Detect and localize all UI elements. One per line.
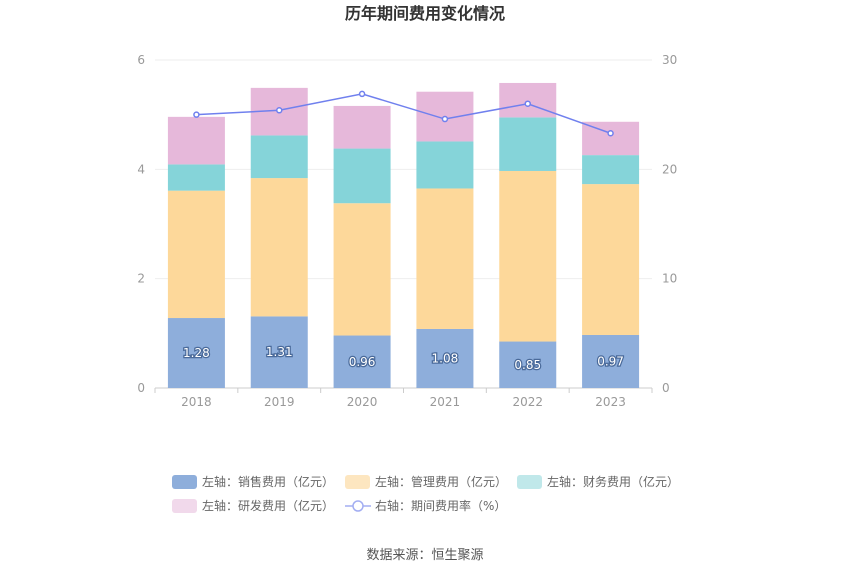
rate-point[interactable] bbox=[358, 90, 366, 98]
bar-segment-4[interactable] bbox=[582, 121, 640, 156]
rate-polyline bbox=[196, 93, 611, 134]
bar-segment-3[interactable] bbox=[250, 135, 308, 179]
axes: 0 2 4 6 0 10 20 30 2018 2019 2020 2021 2022 2023 bbox=[137, 53, 677, 409]
bar-segment-3[interactable] bbox=[499, 117, 557, 171]
right-tick-label: 20 bbox=[662, 162, 677, 176]
rate-line bbox=[193, 90, 614, 137]
bar-value-label: 1.08 bbox=[432, 351, 459, 365]
legend-item[interactable]: 左轴：管理费用（亿元） bbox=[345, 474, 507, 489]
bar-segment-4[interactable] bbox=[167, 116, 225, 165]
x-tick-label: 2018 bbox=[181, 395, 212, 409]
bar-value-label: 0.97 bbox=[597, 354, 624, 368]
bar-segment-3[interactable] bbox=[582, 155, 640, 185]
legend-circle-icon bbox=[352, 500, 364, 512]
bar-segment-2[interactable] bbox=[250, 178, 308, 317]
x-tick-label: 2022 bbox=[512, 395, 543, 409]
x-tick-label: 2023 bbox=[595, 395, 626, 409]
rate-point[interactable] bbox=[524, 100, 531, 107]
bar-segment-1[interactable] bbox=[582, 334, 640, 388]
bar-value-label: 1.31 bbox=[266, 345, 293, 359]
legend-swatch bbox=[517, 475, 542, 489]
bar-segment-3[interactable] bbox=[167, 164, 225, 191]
bar-segment-1[interactable] bbox=[499, 341, 557, 388]
bar-segment-2[interactable] bbox=[167, 190, 225, 319]
rate-point[interactable] bbox=[193, 111, 200, 118]
bar-segment-2[interactable] bbox=[499, 170, 557, 342]
legend-swatch bbox=[345, 475, 370, 489]
chart-title: 历年期间费用变化情况 bbox=[345, 4, 505, 23]
bar-segment-4[interactable] bbox=[333, 105, 391, 149]
left-tick-label: 6 bbox=[137, 53, 145, 67]
bars: 1.28 1.31 0.96 1.08 0.85 0.97 bbox=[167, 82, 640, 388]
legend-item[interactable]: 左轴：研发费用（亿元） bbox=[172, 498, 334, 513]
legend-label: 左轴：财务费用（亿元） bbox=[547, 474, 679, 489]
left-tick-label: 4 bbox=[137, 162, 145, 176]
bar-segment-1[interactable] bbox=[167, 318, 225, 388]
legend[interactable]: 左轴：销售费用（亿元） 左轴：管理费用（亿元） 左轴：财务费用（亿元） 左轴：研发费用… bbox=[172, 474, 679, 513]
legend-item[interactable]: 左轴：财务费用（亿元） bbox=[517, 474, 679, 489]
legend-swatch bbox=[172, 499, 197, 513]
left-tick-label: 2 bbox=[137, 272, 145, 286]
bar-segment-3[interactable] bbox=[416, 141, 474, 189]
legend-item[interactable]: 右轴：期间费用率（%） bbox=[345, 498, 506, 513]
x-tick-label: 2021 bbox=[430, 395, 461, 409]
rate-point[interactable] bbox=[607, 130, 614, 137]
right-tick-label: 10 bbox=[662, 272, 677, 286]
left-tick-label: 0 bbox=[137, 381, 145, 395]
bar-segment-1[interactable] bbox=[416, 328, 474, 388]
right-tick-label: 30 bbox=[662, 53, 677, 67]
bar-segment-3[interactable] bbox=[333, 148, 391, 204]
x-tick-label: 2019 bbox=[264, 395, 295, 409]
bar-segment-2[interactable] bbox=[333, 203, 391, 336]
legend-label: 右轴：期间费用率（%） bbox=[375, 498, 506, 513]
bar-segment-4[interactable] bbox=[499, 82, 557, 118]
bar-segment-2[interactable] bbox=[582, 184, 640, 335]
bar-value-label: 0.96 bbox=[349, 355, 376, 369]
grid bbox=[155, 59, 652, 389]
legend-label: 左轴：销售费用（亿元） bbox=[202, 474, 334, 489]
bar-segment-1[interactable] bbox=[250, 316, 308, 388]
bar-segment-1[interactable] bbox=[333, 335, 391, 388]
right-tick-label: 0 bbox=[662, 381, 670, 395]
legend-swatch bbox=[172, 475, 197, 489]
rate-point[interactable] bbox=[441, 115, 449, 123]
legend-item[interactable]: 左轴：销售费用（亿元） bbox=[172, 474, 334, 489]
legend-label: 左轴：研发费用（亿元） bbox=[202, 498, 334, 513]
x-tick-label: 2020 bbox=[347, 395, 378, 409]
rate-point[interactable] bbox=[276, 107, 283, 114]
bar-value-label: 0.85 bbox=[514, 358, 541, 372]
bar-value-label: 1.28 bbox=[183, 346, 210, 360]
legend-label: 左轴：管理费用（亿元） bbox=[375, 474, 507, 489]
bar-segment-2[interactable] bbox=[416, 188, 474, 329]
source-note: 数据来源：恒生聚源 bbox=[366, 548, 483, 563]
